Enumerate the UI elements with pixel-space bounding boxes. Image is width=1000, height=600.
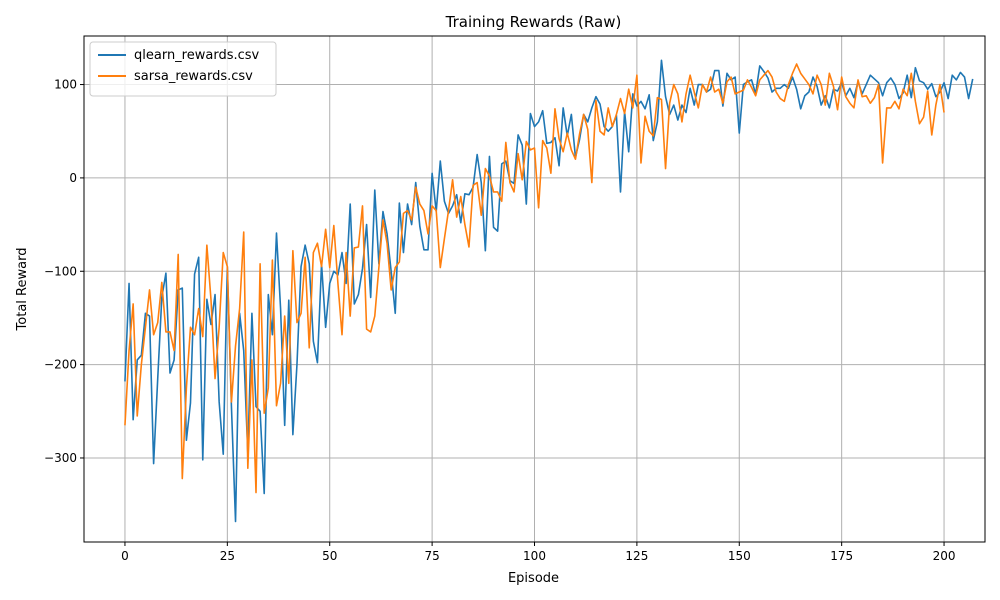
x-tick-label: 150 (728, 549, 751, 563)
x-tick-label: 75 (424, 549, 439, 563)
x-tick-label: 25 (220, 549, 235, 563)
series-line-qlearn (124, 59, 974, 523)
series-line-sarsa (124, 63, 945, 494)
legend-label: qlearn_rewards.csv (134, 48, 260, 63)
y-axis-ticks: −300 −200 −100 0 100 (44, 78, 84, 465)
y-tick-label: −100 (44, 264, 77, 278)
y-tick-label: −200 (44, 358, 77, 372)
x-axis-label: Episode (508, 571, 559, 586)
x-tick-label: 200 (933, 549, 956, 563)
legend-label: sarsa_rewards.csv (134, 69, 253, 84)
legend: qlearn_rewards.csv sarsa_rewards.csv (89, 41, 277, 97)
x-tick-label: 0 (121, 549, 129, 563)
x-tick-label: 50 (322, 549, 337, 563)
legend-box (89, 41, 277, 97)
y-tick-label: −300 (44, 451, 77, 465)
chart-title: Training Rewards (Raw) (445, 13, 622, 31)
x-tick-label: 125 (625, 549, 648, 563)
y-tick-label: 100 (54, 78, 77, 92)
y-axis-label: Total Reward (15, 248, 30, 332)
x-tick-label: 100 (523, 549, 546, 563)
x-axis-ticks: 0 25 50 75 100 125 150 175 200 (121, 542, 955, 563)
series-lines (124, 59, 974, 523)
x-tick-label: 175 (830, 549, 853, 563)
grid (84, 36, 985, 542)
y-tick-label: 0 (69, 171, 77, 185)
